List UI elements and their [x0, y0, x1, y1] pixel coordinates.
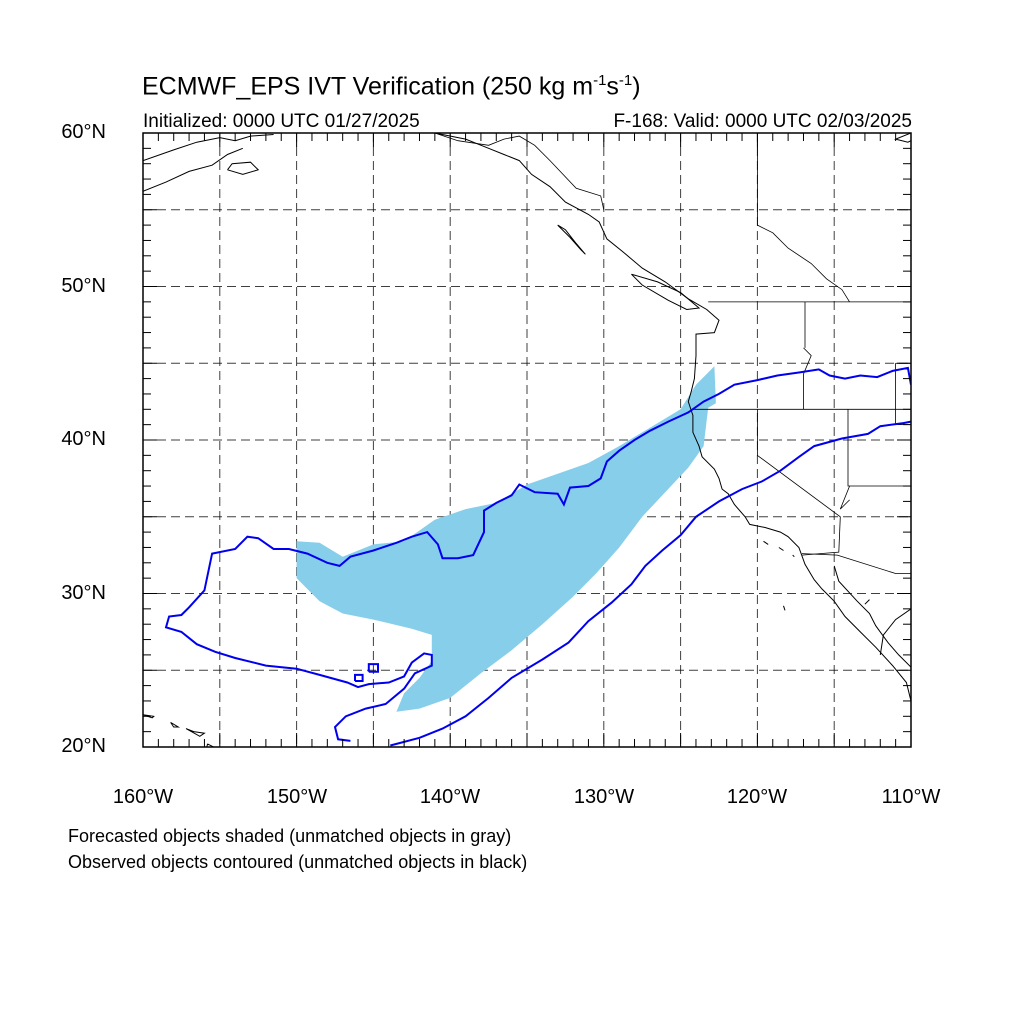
- observed-contour: [164, 366, 911, 742]
- observed-contour: [354, 673, 364, 682]
- boundary-line: [847, 409, 911, 487]
- lon-label-140w: 140°W: [419, 786, 481, 808]
- footnote-observed: Observed objects contoured (unmatched ob…: [68, 852, 528, 872]
- lon-label-120w: 120°W: [726, 786, 788, 808]
- observed-contour: [367, 663, 379, 673]
- coastlines: [143, 133, 911, 747]
- boundary-line: [757, 133, 850, 303]
- lat-label-30n: 30°N: [61, 582, 106, 604]
- footnote-forecast: Forecasted objects shaded (unmatched obj…: [68, 826, 512, 846]
- coastline-segment: [864, 599, 870, 605]
- valid-time: F-168: Valid: 0000 UTC 02/03/2025: [613, 111, 912, 132]
- boundary-line: [803, 347, 812, 410]
- coastline-segment: [792, 554, 795, 558]
- lon-label-130w: 130°W: [573, 786, 635, 808]
- coastline-segment: [778, 547, 784, 551]
- coastline-segment: [833, 565, 911, 668]
- lat-label-40n: 40°N: [61, 428, 106, 450]
- observed-contour: [390, 420, 911, 747]
- coastline-segment: [227, 161, 260, 175]
- observed-objects: [164, 366, 911, 747]
- lon-label-160w: 160°W: [112, 786, 174, 808]
- boundary-line: [801, 553, 911, 574]
- map-frame: [142, 132, 912, 748]
- lon-label-150w: 150°W: [266, 786, 328, 808]
- forecast-object-shade: [296, 366, 716, 712]
- coastline-segment: [893, 133, 911, 143]
- coastline-segment: [763, 540, 769, 545]
- initialized-time: Initialized: 0000 UTC 01/27/2025: [143, 111, 420, 132]
- coastline-segment: [143, 147, 243, 192]
- coastline-segment: [185, 728, 206, 737]
- lat-label-20n: 20°N: [61, 735, 106, 757]
- lat-label-50n: 50°N: [61, 275, 106, 297]
- coastline-segment: [631, 273, 701, 311]
- boundary-line: [839, 485, 850, 510]
- boundary-line: [757, 409, 841, 556]
- coastline-segment: [170, 721, 181, 728]
- coastline-segment: [434, 133, 911, 702]
- forecast-objects: [296, 366, 716, 712]
- coastline-segment: [879, 608, 911, 655]
- coastline-segment: [557, 224, 586, 255]
- lon-label-110w: 110°W: [881, 786, 941, 808]
- figure-title: ECMWF_EPS IVT Verification (250 kg m-1s-…: [142, 72, 641, 101]
- coastline-segment: [783, 605, 786, 611]
- lat-label-60n: 60°N: [61, 121, 106, 143]
